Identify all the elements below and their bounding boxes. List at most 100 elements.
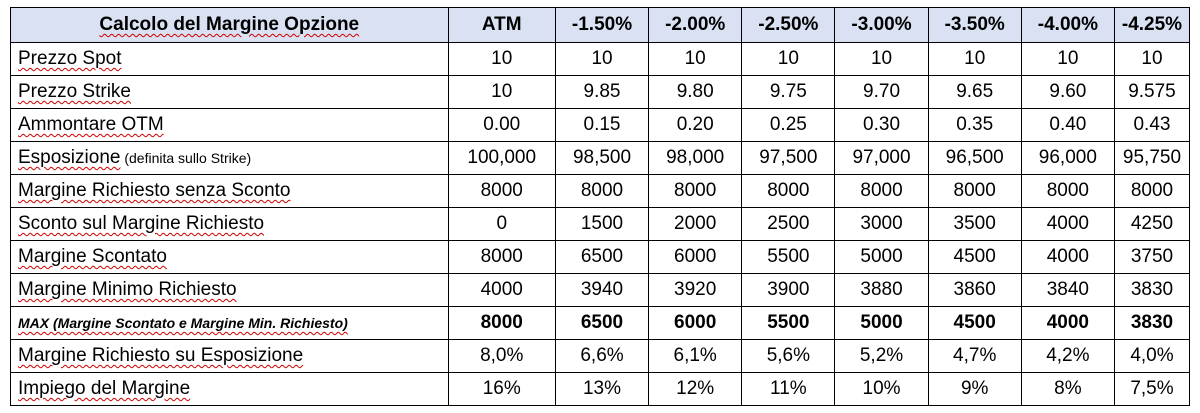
row-label-text: Prezzo Spot xyxy=(18,48,122,69)
table-cell: 4,2% xyxy=(1020,339,1115,373)
table-cell: 0.00 xyxy=(447,108,556,142)
row-label-esposizione: Esposizione (definita sullo Strike) xyxy=(10,141,449,175)
table-cell: 4000 xyxy=(1020,240,1115,274)
table-title: Calcolo del Margine Opzione xyxy=(10,7,449,43)
table-cell: 96,500 xyxy=(927,141,1022,175)
row-label-text: Margine Scontato xyxy=(18,246,167,267)
table-row: Prezzo Spot 10 10 10 10 10 10 10 10 xyxy=(10,42,1191,76)
row-label-impiego-del-margine: Impiego del Margine xyxy=(10,372,449,406)
table-cell: 6,6% xyxy=(554,339,650,373)
table-row: Impiego del Margine 16% 13% 12% 11% 10% 9% 8% 7,… xyxy=(10,372,1191,406)
table-cell: 10 xyxy=(741,42,836,76)
table-cell: 8000 xyxy=(834,174,929,208)
table-cell: 8000 xyxy=(447,240,556,274)
table-cell: 11% xyxy=(741,372,836,406)
column-header-3-50: -3.50% xyxy=(927,7,1022,43)
table-cell: 8% xyxy=(1020,372,1115,406)
table-cell: 12% xyxy=(648,372,743,406)
table-cell: 0.25 xyxy=(741,108,836,142)
table-cell: 9.80 xyxy=(648,75,743,109)
row-label-text: Impiego del Margine xyxy=(18,378,191,399)
table-cell: 3940 xyxy=(554,273,650,307)
table-row: Sconto sul Margine Richiesto 0 1500 2000 250… xyxy=(10,207,1191,241)
table-row: MAX (Margine Scontato e Margine Min. Ric… xyxy=(10,306,1191,340)
table-cell: 3880 xyxy=(834,273,929,307)
row-label-text: Margine Richiesto senza Sconto xyxy=(18,180,291,201)
table-cell: 8000 xyxy=(1113,174,1191,208)
table-cell: 6000 xyxy=(648,306,743,340)
table-cell: 100,000 xyxy=(447,141,556,175)
table-cell: 6000 xyxy=(648,240,743,274)
column-header-2-50: -2.50% xyxy=(741,7,836,43)
table-cell: 3900 xyxy=(741,273,836,307)
row-label-text: Esposizione xyxy=(18,147,121,168)
table-cell: 10 xyxy=(447,75,556,109)
table-cell: 9.70 xyxy=(834,75,929,109)
table-cell: 3830 xyxy=(1113,273,1191,307)
table-cell: 10% xyxy=(834,372,929,406)
column-header-3-00: -3.00% xyxy=(834,7,929,43)
table-row: Prezzo Strike 10 9.85 9.80 9.75 9.70 9.65 9.60 9… xyxy=(10,75,1191,109)
table-cell: 8000 xyxy=(1020,174,1115,208)
table-cell: 4000 xyxy=(1020,306,1115,340)
column-header-1-50: -1.50% xyxy=(554,7,650,43)
table-row: Esposizione (definita sullo Strike) 100,0… xyxy=(10,141,1191,175)
row-label-text: Prezzo Strike xyxy=(18,81,131,102)
column-header-4-25: -4.25% xyxy=(1113,7,1191,43)
table-cell: 5500 xyxy=(741,306,836,340)
header-row: Calcolo del Margine Opzione ATM -1.50% -… xyxy=(10,7,1191,43)
table-cell: 4250 xyxy=(1113,207,1191,241)
table-cell: 10 xyxy=(447,42,556,76)
table-row: Ammontare OTM 0.00 0.15 0.20 0.25 0.30 0.35 0.4… xyxy=(10,108,1191,142)
table-cell: 8000 xyxy=(648,174,743,208)
table-cell: 4000 xyxy=(1020,207,1115,241)
table-row: Margine Scontato 8000 6500 6000 5500 5000 4500… xyxy=(10,240,1191,274)
table-cell: 5000 xyxy=(834,240,929,274)
row-label-sconto-sul-margine-richiesto: Sconto sul Margine Richiesto xyxy=(10,207,449,241)
table-cell: 8000 xyxy=(447,306,556,340)
table-cell: 10 xyxy=(834,42,929,76)
column-header-2-00: -2.00% xyxy=(648,7,743,43)
table-row: Margine Richiesto senza Sconto 8000 8000 80… xyxy=(10,174,1191,208)
table-cell: 9.60 xyxy=(1020,75,1115,109)
table-body: Prezzo Spot 10 10 10 10 10 10 10 10 Prezzo Strike… xyxy=(10,42,1191,406)
table-cell: 3860 xyxy=(927,273,1022,307)
row-label-text: MAX (Margine Scontato e Margine Min. Ric… xyxy=(18,315,348,331)
table-cell: 4000 xyxy=(447,273,556,307)
table-cell: 0.40 xyxy=(1020,108,1115,142)
row-label-text: Margine Richiesto su Esposizione xyxy=(18,345,304,366)
table-cell: 3920 xyxy=(648,273,743,307)
table-cell: 4500 xyxy=(927,306,1022,340)
table-cell: 95,750 xyxy=(1113,141,1191,175)
table-cell: 6,1% xyxy=(648,339,743,373)
table-cell: 10 xyxy=(1113,42,1191,76)
table-cell: 10 xyxy=(1020,42,1115,76)
table-cell: 8000 xyxy=(447,174,556,208)
row-label-ammontare-otm: Ammontare OTM xyxy=(10,108,449,142)
table-cell: 13% xyxy=(554,372,650,406)
table-cell: 96,000 xyxy=(1020,141,1115,175)
table-cell: 3750 xyxy=(1113,240,1191,274)
table-cell: 10 xyxy=(927,42,1022,76)
column-header-atm: ATM xyxy=(447,7,556,43)
table-cell: 8000 xyxy=(741,174,836,208)
column-header-4-00: -4.00% xyxy=(1020,7,1115,43)
table-cell: 6500 xyxy=(554,306,650,340)
table-cell: 4500 xyxy=(927,240,1022,274)
table-cell: 4,7% xyxy=(927,339,1022,373)
table-cell: 3500 xyxy=(927,207,1022,241)
table-cell: 16% xyxy=(447,372,556,406)
table-cell: 98,500 xyxy=(554,141,650,175)
table-cell: 97,500 xyxy=(741,141,836,175)
row-label-note: (definita sullo Strike) xyxy=(120,150,252,166)
table-cell: 7,5% xyxy=(1113,372,1191,406)
table-cell: 9.65 xyxy=(927,75,1022,109)
row-label-margine-richiesto-su-esposizione: Margine Richiesto su Esposizione xyxy=(10,339,449,373)
margin-table: Calcolo del Margine Opzione ATM -1.50% -… xyxy=(10,7,1191,406)
row-label-text: Ammontare OTM xyxy=(18,114,164,135)
table-cell: 4,0% xyxy=(1113,339,1191,373)
table-cell: 9.575 xyxy=(1113,75,1191,109)
row-label-text: Margine Minimo Richiesto xyxy=(18,279,237,300)
table-cell: 8,0% xyxy=(447,339,556,373)
row-label-prezzo-spot: Prezzo Spot xyxy=(10,42,449,76)
